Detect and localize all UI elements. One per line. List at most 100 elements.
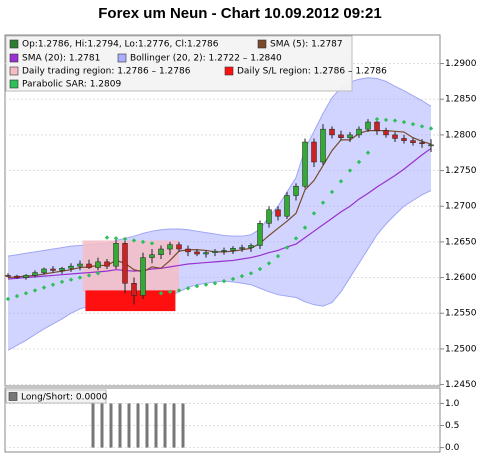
- candle-body: [275, 209, 281, 217]
- indicator-bar: [136, 403, 140, 448]
- legend-box: [5, 35, 353, 92]
- candle-body: [32, 272, 38, 276]
- sar-dot: [338, 179, 344, 184]
- y-tick-label: 1.0: [445, 399, 460, 409]
- candle-body: [203, 252, 209, 255]
- sar-dot: [419, 124, 425, 129]
- legend-label: SMA (20): 1.2781: [22, 54, 100, 64]
- bollinger-lower: [7, 190, 432, 351]
- y-tick-label: 1.2500: [445, 344, 477, 354]
- indicator-bar: [127, 403, 131, 448]
- sar-dot: [203, 282, 209, 287]
- candle-body: [329, 128, 335, 136]
- candle-body: [95, 261, 101, 268]
- candle-body: [356, 128, 362, 136]
- legend-swatch: [9, 39, 19, 49]
- sar-dot: [428, 126, 434, 131]
- sar-dot: [104, 235, 110, 240]
- candle-body: [185, 248, 191, 253]
- candle-body: [176, 244, 182, 250]
- candle-body: [41, 268, 47, 273]
- candle-body: [113, 243, 119, 267]
- candle-body: [122, 243, 128, 284]
- indicator-bar: [109, 403, 113, 448]
- sar-dot: [95, 271, 101, 276]
- sar-dot: [311, 211, 317, 216]
- sar-dot: [113, 236, 119, 241]
- sar-dot: [68, 277, 74, 282]
- sar-dot: [239, 273, 245, 279]
- candle-body: [50, 268, 56, 271]
- candle-body: [23, 275, 29, 278]
- indicator-bar: [163, 403, 167, 448]
- legend-swatch: [9, 66, 19, 76]
- chart-title: Forex um Neun - Chart 10.09.2012 09:21: [98, 5, 381, 22]
- candle-body: [302, 141, 308, 187]
- sar-dot: [50, 282, 56, 287]
- sar-dot: [185, 286, 191, 291]
- sar-dot: [41, 285, 47, 290]
- sar-dot: [329, 189, 335, 195]
- candle-body: [392, 134, 398, 139]
- y-tick-label: 1.2850: [445, 95, 477, 105]
- legend-swatch: [117, 53, 127, 63]
- sar-dot: [140, 239, 146, 245]
- candle-body: [221, 250, 227, 252]
- sar-dot: [86, 273, 92, 278]
- candle-body: [284, 195, 290, 217]
- candle-body: [248, 245, 254, 248]
- indicator-bar: [100, 403, 104, 448]
- indicator-bar: [172, 403, 176, 448]
- sar-dot: [410, 121, 416, 127]
- legend-swatch: [257, 39, 267, 49]
- sar-dot: [320, 200, 326, 205]
- candle-body: [167, 244, 173, 250]
- legend-label: Parabolic SAR: 1.2809: [22, 80, 121, 90]
- legend-box: [5, 389, 107, 404]
- candle-body: [239, 247, 245, 249]
- candle-body: [365, 121, 371, 130]
- y-tick-label: 1.2750: [445, 166, 477, 176]
- sar-dot: [293, 236, 299, 241]
- candle-body: [14, 275, 20, 278]
- indicator-bar: [118, 403, 122, 448]
- legend-swatch: [224, 66, 234, 76]
- candle-body: [158, 248, 164, 255]
- sar-dot: [194, 283, 200, 289]
- candle-body: [293, 185, 299, 196]
- sar-dot: [347, 168, 353, 173]
- sar-dot: [131, 238, 137, 243]
- sar-dot: [167, 289, 173, 295]
- indicator-bar: [181, 403, 185, 448]
- sar-dot: [374, 116, 380, 122]
- sl-region: [85, 290, 176, 312]
- candle-body: [383, 130, 389, 136]
- sar-dot: [176, 288, 182, 293]
- candle-body: [230, 248, 236, 251]
- y-tick-label: 1.2700: [445, 202, 477, 212]
- sar-dot: [14, 293, 20, 299]
- legend-label: SMA (5): 1.2787: [270, 40, 343, 50]
- indicator-bar: [145, 403, 149, 448]
- indicator-bar: [91, 403, 95, 448]
- y-tick-label: 0.5: [445, 421, 459, 431]
- sar-dot: [284, 245, 290, 250]
- sar-dot: [248, 271, 254, 276]
- candle-body: [131, 283, 137, 296]
- candle-body: [68, 265, 74, 269]
- legend-swatch: [9, 53, 19, 63]
- candle-body: [410, 140, 416, 143]
- candle-body: [257, 223, 263, 246]
- sar-dot: [23, 291, 29, 296]
- legend-label: Op:1.2786, Hi:1.2794, Lo:1.2776, Cl:1.27…: [22, 40, 219, 50]
- sar-dot: [77, 275, 83, 280]
- sar-dot: [158, 291, 164, 296]
- candle-body: [347, 134, 353, 138]
- candle-body: [338, 134, 344, 138]
- legend-label: Daily trading region: 1.2786 – 1.2786: [22, 67, 191, 77]
- y-tick-label: 1.2450: [445, 380, 477, 390]
- y-tick-label: 1.2800: [445, 130, 477, 140]
- legend-label: Long/Short: 0.0000: [21, 393, 108, 403]
- sar-dot: [401, 119, 407, 125]
